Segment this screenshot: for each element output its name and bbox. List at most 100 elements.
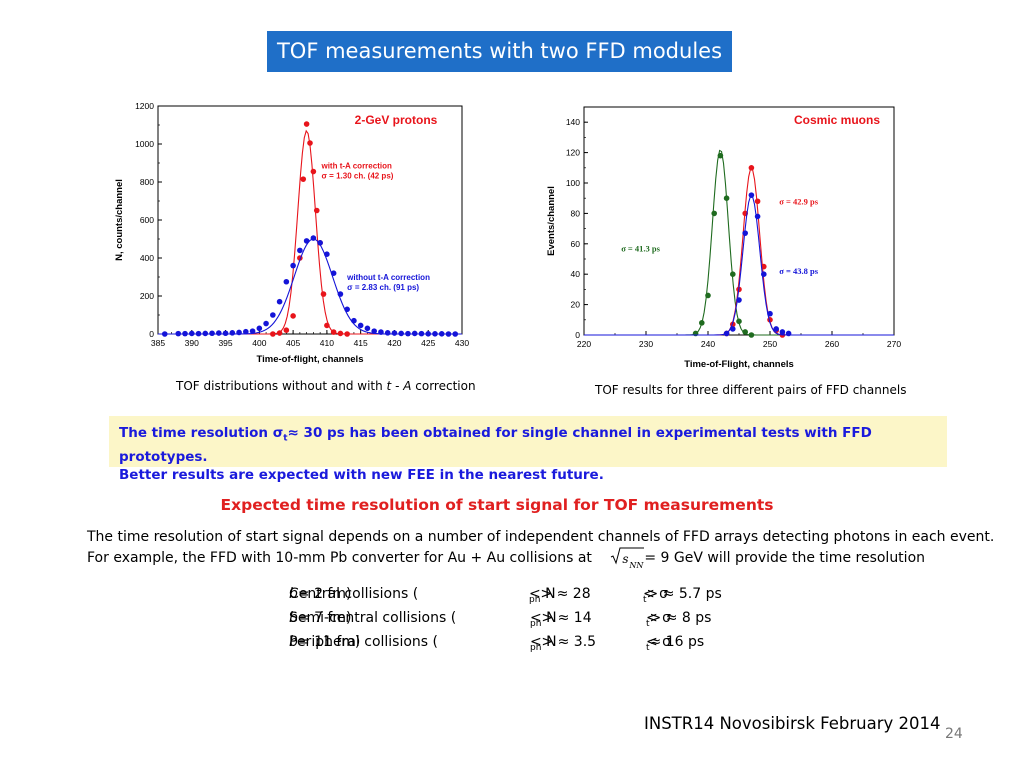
y-tick-label: 400: [140, 253, 154, 263]
y-tick-label: 600: [140, 215, 154, 225]
data-point: [202, 330, 209, 337]
data-point: [330, 270, 337, 276]
x-tick-label: 270: [887, 339, 901, 349]
y-tick-label: 1000: [135, 139, 154, 149]
data-point: [276, 330, 283, 336]
data-point: [411, 330, 418, 337]
data-point: [754, 213, 761, 220]
data-point: [310, 168, 317, 175]
annotation-text: σ = 43.8 ps: [779, 266, 818, 276]
section-heading: Expected time resolution of start signal…: [220, 496, 774, 514]
body-text: The time resolution of start signal depe…: [87, 527, 1007, 570]
y-tick-label: 40: [571, 269, 581, 279]
x-tick-label: 385: [151, 338, 165, 348]
data-point: [405, 330, 411, 337]
data-point: [182, 330, 188, 337]
data-point: [290, 262, 296, 269]
data-point: [344, 331, 350, 337]
data-point: [324, 251, 330, 257]
data-point: [779, 329, 786, 335]
data-point: [270, 312, 276, 318]
data-point: [303, 121, 310, 127]
x-tick-label: 410: [320, 338, 334, 348]
data-point: [748, 165, 755, 171]
data-point: [699, 320, 705, 326]
data-point: [313, 207, 320, 214]
chart-cosmic-muons: 220 230 240 250 260 270 0 20 40 60 80 100 120 140 Time…: [546, 106, 901, 370]
data-point: [243, 328, 249, 335]
data-point: [438, 331, 445, 337]
data-point: [270, 331, 276, 337]
data-point: [717, 152, 724, 159]
data-point: [730, 271, 736, 277]
data-point: [222, 330, 229, 337]
data-point: [748, 332, 755, 338]
data-point: [730, 326, 736, 332]
data-point: [785, 330, 792, 337]
data-point: [209, 330, 215, 337]
data-point: [175, 330, 182, 337]
data-point: [378, 329, 384, 335]
x-tick-label: 425: [421, 338, 435, 348]
y-tick-label: 140: [566, 117, 580, 127]
data-point: [425, 331, 432, 337]
x-axis-label: Time-of-flight, channels: [257, 354, 364, 365]
data-point: [161, 331, 168, 337]
x-tick-label: 400: [252, 338, 266, 348]
data-point: [344, 306, 350, 313]
data-point: [748, 192, 755, 198]
annotation-text: with t-A correction: [320, 162, 391, 171]
sqrt-s-nn: s NN: [610, 547, 645, 570]
body-line-2: For example, the FFD with 10-mm Pb conve…: [87, 547, 1007, 570]
data-point: [384, 330, 391, 336]
data-point: [283, 327, 290, 333]
y-tick-label: 100: [566, 178, 580, 188]
y-tick-label: 1200: [135, 101, 154, 111]
slide-title: TOF measurements with two FFD modules: [267, 31, 732, 72]
chart-title: Cosmic muons: [794, 113, 880, 127]
data-point: [418, 330, 425, 337]
data-point: [723, 195, 730, 201]
data-point: [705, 292, 711, 299]
data-point: [337, 330, 344, 337]
x-tick-label: 430: [455, 338, 469, 348]
data-point: [229, 330, 236, 336]
data-point: [364, 325, 371, 332]
data-point: [445, 331, 452, 337]
data-point: [357, 322, 364, 329]
data-point: [761, 263, 767, 270]
data-point: [767, 310, 773, 317]
data-point: [188, 330, 195, 337]
note-line-2: Better results are expected with new FEE…: [119, 466, 604, 483]
data-point: [263, 320, 269, 327]
case-name: Central collisions (b = 2 fm): [289, 586, 419, 602]
data-point: [300, 176, 307, 182]
note-line-1: The time resolution σt≈ 30 ps has been o…: [119, 425, 872, 465]
body-line-1: The time resolution of start signal depe…: [87, 529, 995, 545]
data-point: [742, 329, 748, 335]
y-axis-label: Events/channel: [546, 186, 557, 256]
y-tick-label: 60: [571, 239, 581, 249]
x-tick-label: 230: [639, 339, 653, 349]
y-tick-label: 800: [140, 177, 154, 187]
data-point: [330, 329, 337, 335]
annotation-text: σ = 41.3 ps: [621, 243, 660, 253]
result-note: The time resolution σt≈ 30 ps has been o…: [109, 416, 947, 483]
data-point: [398, 330, 405, 337]
data-point: [303, 238, 310, 244]
x-tick-label: 220: [577, 339, 591, 349]
x-tick-label: 415: [354, 338, 368, 348]
data-point: [283, 278, 290, 285]
y-tick-label: 80: [571, 208, 581, 218]
data-point: [773, 326, 779, 332]
caption-left: TOF distributions without and with t - A…: [176, 379, 476, 393]
